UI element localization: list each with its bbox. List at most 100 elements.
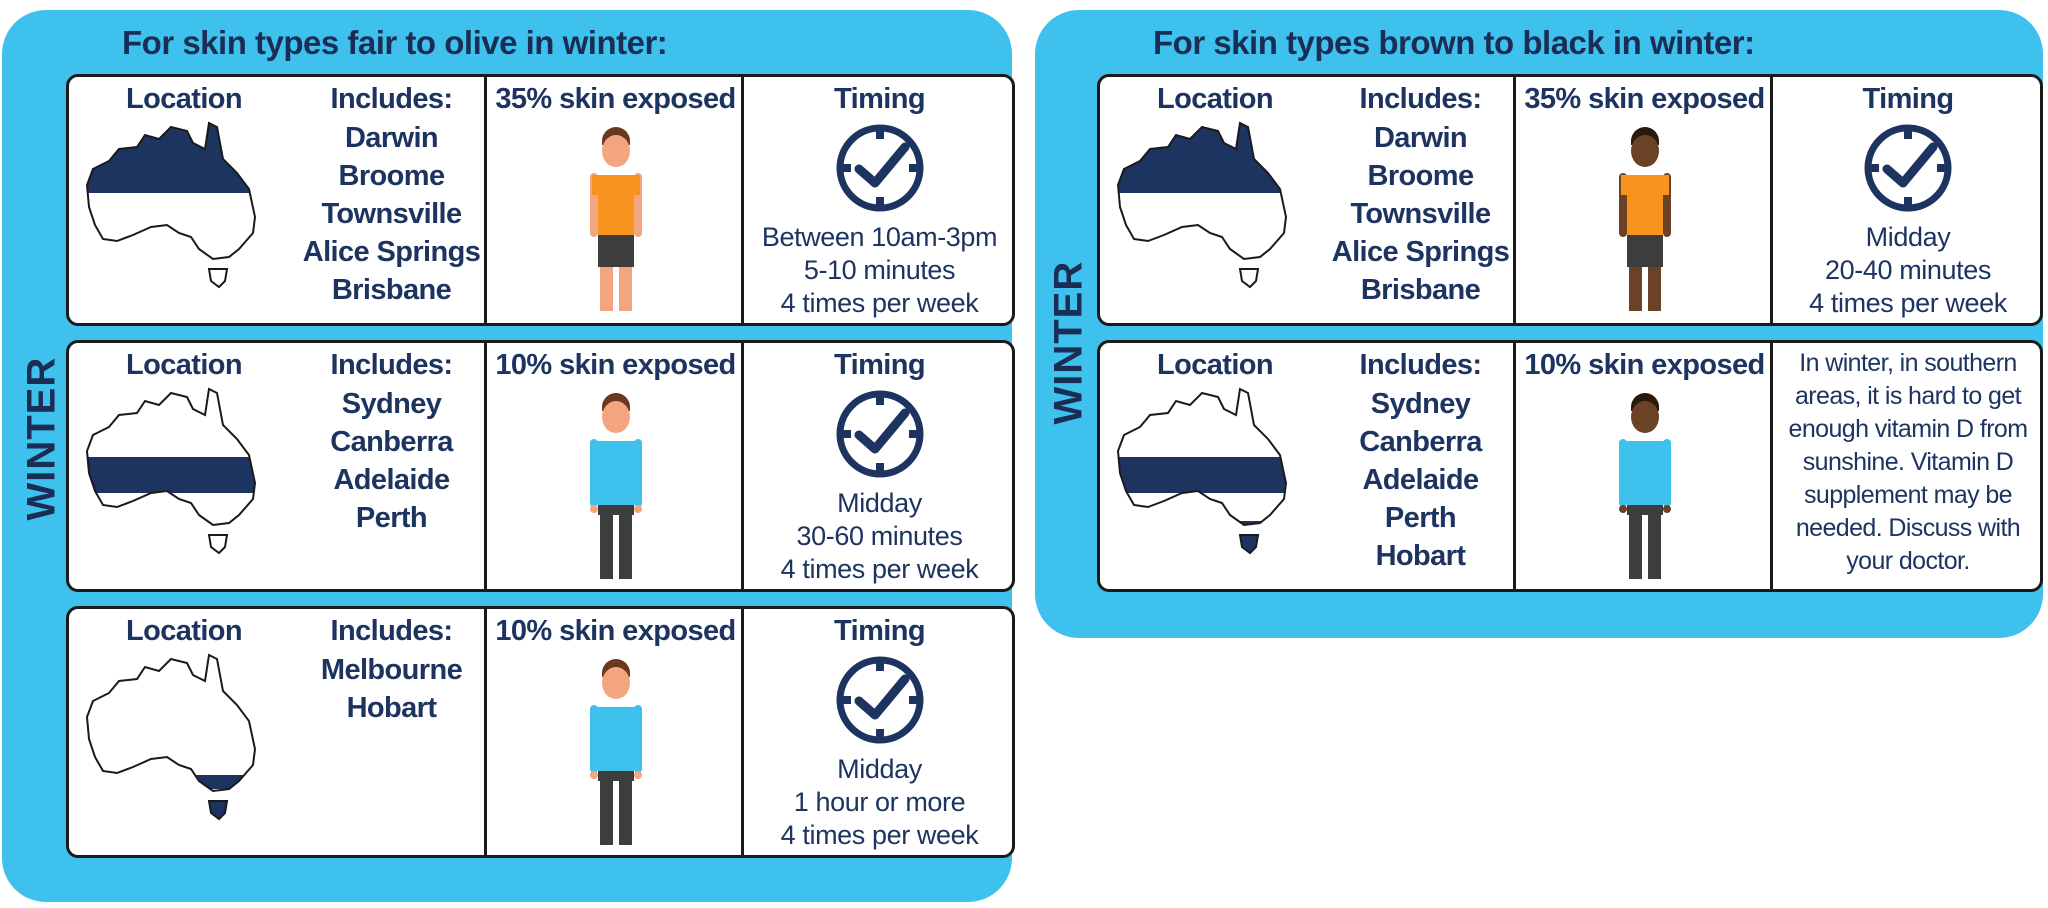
person-icon: [589, 659, 642, 845]
city-name: Broome: [1367, 160, 1475, 192]
exposure-header: 10% skin exposed: [495, 349, 736, 381]
city-list: Melbourne Hobart: [299, 651, 484, 727]
includes-header: Includes:: [330, 83, 454, 115]
timing-line: Between 10am-3pm: [761, 222, 998, 252]
timing-line: 20-40 minutes: [1825, 255, 1991, 285]
location-header: Location: [125, 615, 243, 647]
person-icon: [589, 127, 642, 311]
timing-cell: Timing Midday 30-60 minutes 4 times per …: [741, 343, 1012, 589]
city-name: Alice Springs: [1331, 236, 1510, 268]
timing-header: Timing: [1862, 83, 1955, 115]
timing-header: Timing: [834, 83, 926, 115]
australia-map-icon: [1117, 122, 1287, 288]
includes-header: Includes:: [330, 615, 454, 647]
city-name: Darwin: [344, 122, 439, 154]
city-name: Townsville: [321, 198, 462, 230]
location-cell: Location Includes: Darwin Broome Townsvi…: [1100, 77, 1513, 323]
city-name: Brisbane: [1360, 274, 1481, 306]
australia-map-icon: [86, 122, 256, 288]
timing-cell: Timing Midday 20-40 minutes 4 times per …: [1770, 77, 2040, 323]
advice-note: In winter, in southern areas, it is hard…: [1779, 347, 2037, 578]
location-header: Location: [1156, 349, 1274, 381]
city-name: Adelaide: [333, 464, 450, 496]
city-list: Sydney Canberra Adelaide Perth: [299, 385, 484, 537]
city-name: Adelaide: [1362, 464, 1479, 496]
panel-title: For skin types brown to black in winter:: [1153, 24, 1755, 61]
season-label: WINTER: [1046, 260, 1091, 425]
season-label: WINTER: [19, 356, 64, 521]
location-cell: Location Includes: Sydney Canberra Adela…: [69, 343, 484, 589]
clock-check-icon: [836, 124, 923, 212]
city-name: Broome: [338, 160, 446, 192]
exposure-cell: 10% skin exposed: [1513, 343, 1773, 589]
city-list: Sydney Canberra Adelaide Perth Hobart: [1328, 385, 1513, 575]
location-header: Location: [1156, 83, 1274, 115]
city-name: Hobart: [1375, 540, 1466, 572]
person-icon: [1618, 393, 1671, 579]
timing-details: Midday 1 hour or more 4 times per week: [744, 753, 1012, 852]
note-line: needed. Discuss with: [1795, 514, 2021, 542]
city-name: Canberra: [1359, 426, 1482, 458]
timing-details: Midday 30-60 minutes 4 times per week: [744, 487, 1012, 586]
panel-title: For skin types fair to olive in winter:: [122, 24, 668, 61]
clock-check-icon: [836, 656, 923, 744]
clock-check-icon: [836, 390, 923, 478]
timing-cell: Timing Between 10am-3pm 5-10 minutes 4 t…: [741, 77, 1012, 323]
timing-details: Midday 20-40 minutes 4 times per week: [1773, 221, 2040, 320]
timing-line: 4 times per week: [780, 288, 979, 318]
city-name: Sydney: [1370, 388, 1471, 420]
person-icon: [1618, 127, 1671, 311]
location-header: Location: [125, 83, 243, 115]
australia-map-icon: [86, 654, 256, 820]
city-list: Darwin Broome Townsville Alice Springs B…: [299, 119, 484, 309]
timing-line: Midday: [1865, 222, 1951, 252]
timing-line: 1 hour or more: [793, 787, 966, 817]
exposure-cell: 35% skin exposed: [484, 77, 744, 323]
timing-cell: Timing Midday 1 hour or more 4 times per…: [741, 609, 1012, 855]
city-name: Sydney: [341, 388, 442, 420]
city-name: Darwin: [1373, 122, 1468, 154]
exposure-cell: 35% skin exposed: [1513, 77, 1773, 323]
includes-header: Includes:: [330, 349, 454, 381]
exposure-cell: 10% skin exposed: [484, 343, 744, 589]
location-cell: Location Includes: Sydney Canberra Adela…: [1100, 343, 1513, 589]
location-cell: Location Includes: Darwin Broome Townsvi…: [69, 77, 484, 323]
timing-line: 4 times per week: [780, 554, 979, 584]
timing-header: Timing: [834, 615, 926, 647]
exposure-header: 10% skin exposed: [1524, 349, 1765, 381]
location-header: Location: [125, 349, 243, 381]
timing-line: Midday: [837, 488, 922, 518]
table-row: Location Includes: Sydney Canberra Adela…: [66, 340, 1015, 592]
timing-line: 30-60 minutes: [796, 521, 963, 551]
exposure-header: 10% skin exposed: [495, 615, 736, 647]
timing-line: 4 times per week: [1809, 288, 2007, 318]
exposure-header: 35% skin exposed: [495, 83, 736, 115]
city-name: Melbourne: [320, 654, 463, 686]
exposure-cell: 10% skin exposed: [484, 609, 744, 855]
city-name: Townsville: [1350, 198, 1491, 230]
timing-line: Midday: [837, 754, 922, 784]
panel-fair-to-olive: For skin types fair to olive in winter: …: [2, 10, 1015, 902]
timing-details: Between 10am-3pm 5-10 minutes 4 times pe…: [744, 221, 1012, 320]
exposure-header: 35% skin exposed: [1524, 83, 1765, 115]
table-row: Location Includes: Melbourne Hobart 10% …: [66, 606, 1015, 858]
table-row: Location Includes: Sydney Canberra Adela…: [1097, 340, 2043, 592]
timing-header: Timing: [834, 349, 926, 381]
includes-header: Includes:: [1359, 83, 1483, 115]
city-name: Perth: [1384, 502, 1457, 534]
city-name: Hobart: [346, 692, 437, 724]
city-name: Perth: [355, 502, 428, 534]
city-name: Brisbane: [331, 274, 452, 306]
note-line: enough vitamin D from: [1788, 415, 2029, 443]
person-icon: [589, 393, 642, 579]
location-cell: Location Includes: Melbourne Hobart: [69, 609, 484, 855]
table-row: Location Includes: Darwin Broome Townsvi…: [1097, 74, 2043, 326]
australia-map-icon: [86, 388, 256, 554]
note-line: areas, it is hard to get: [1794, 382, 2022, 410]
table-row: Location Includes: Darwin Broome Townsvi…: [66, 74, 1015, 326]
clock-check-icon: [1864, 124, 1952, 212]
advice-cell: In winter, in southern areas, it is hard…: [1770, 343, 2040, 589]
panel-brown-to-black: For skin types brown to black in winter:…: [1035, 10, 2043, 638]
note-line: In winter, in southern: [1799, 349, 2017, 377]
note-line: your doctor.: [1846, 547, 1970, 575]
